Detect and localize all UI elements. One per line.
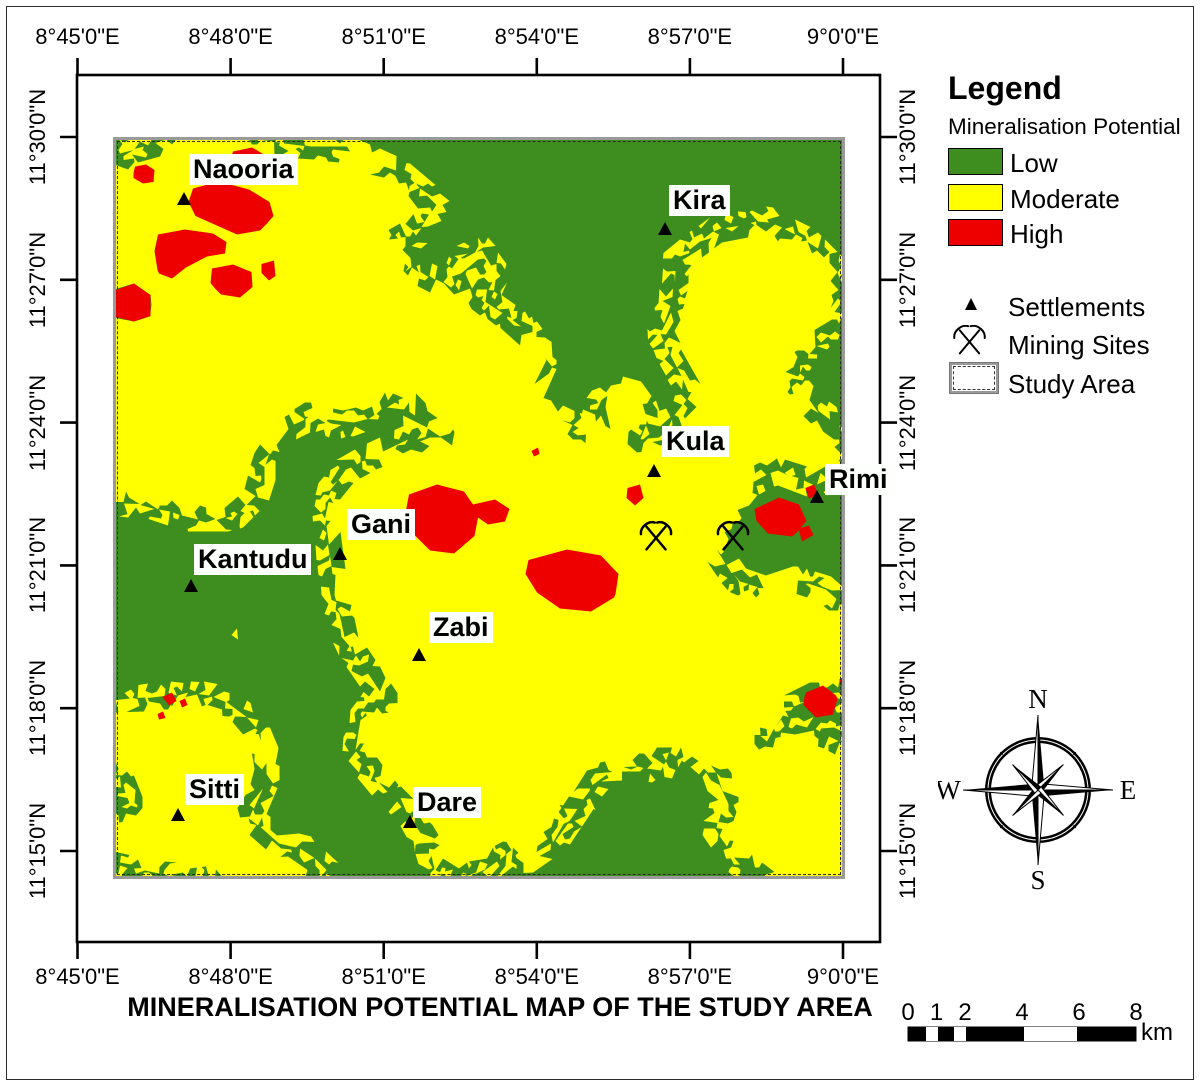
svg-text:E: E (1120, 775, 1137, 805)
svg-text:S: S (1030, 865, 1045, 890)
svg-text:W: W (938, 775, 961, 805)
svg-text:km: km (1141, 1019, 1173, 1046)
svg-text:N: N (1028, 690, 1048, 714)
